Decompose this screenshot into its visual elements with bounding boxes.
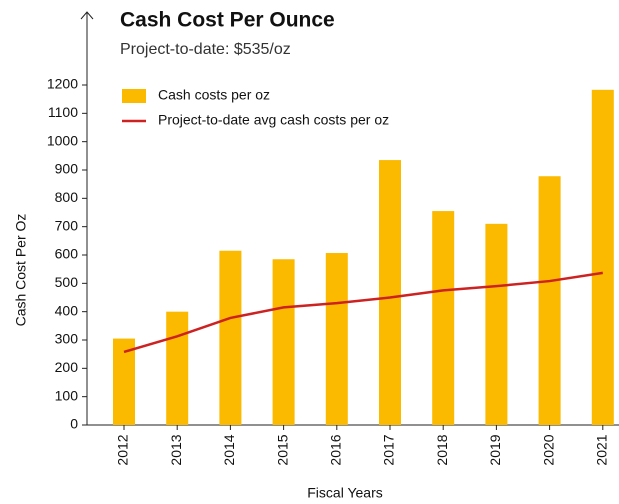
y-tick-label: 100 bbox=[55, 387, 79, 403]
x-tick-label: 2016 bbox=[328, 434, 344, 465]
y-tick-label: 400 bbox=[55, 302, 79, 318]
chart-title: Cash Cost Per Ounce bbox=[120, 9, 335, 32]
chart-subtitle: Project-to-date: $535/oz bbox=[120, 41, 291, 58]
axis-arrow bbox=[80, 11, 94, 20]
y-tick-label: 1200 bbox=[47, 76, 78, 92]
y-tick-label: 700 bbox=[55, 217, 79, 233]
legend-swatch bbox=[122, 89, 146, 103]
x-tick-label: 2021 bbox=[594, 434, 610, 465]
x-axis-label: Fiscal Years bbox=[307, 485, 382, 501]
x-tick-label: 2019 bbox=[487, 434, 503, 465]
bar bbox=[113, 338, 135, 425]
bar bbox=[379, 160, 401, 426]
y-tick-label: 1100 bbox=[48, 104, 78, 120]
y-tick-label: 300 bbox=[55, 331, 79, 347]
y-tick-label: 500 bbox=[55, 274, 79, 290]
y-tick-label: 1000 bbox=[47, 132, 78, 148]
x-tick-label: 2020 bbox=[540, 434, 556, 465]
y-tick-label: 0 bbox=[70, 416, 78, 432]
legend-label: Project-to-date avg cash costs per oz bbox=[158, 112, 389, 128]
x-tick-label: 2017 bbox=[381, 434, 397, 465]
bar bbox=[219, 250, 242, 425]
bar bbox=[591, 89, 614, 426]
x-tick-label: 2012 bbox=[115, 434, 131, 465]
legend-label: Cash costs per oz bbox=[158, 87, 270, 103]
x-tick-label: 2014 bbox=[221, 434, 237, 465]
line bbox=[123, 271, 603, 354]
y-tick-label: 900 bbox=[55, 161, 79, 177]
bar bbox=[432, 211, 455, 425]
bar bbox=[538, 176, 561, 425]
y-tick-label: 800 bbox=[55, 189, 79, 205]
bar bbox=[166, 311, 189, 425]
bar bbox=[485, 223, 508, 425]
x-tick-label: 2018 bbox=[434, 434, 450, 465]
bar bbox=[325, 253, 348, 425]
y-tick-label: 600 bbox=[55, 246, 79, 262]
x-tick-label: 2015 bbox=[274, 434, 290, 465]
bar bbox=[272, 259, 295, 425]
y-axis-label: Cash Cost Per Oz bbox=[13, 214, 29, 327]
x-tick-label: 2013 bbox=[168, 434, 184, 465]
y-tick-label: 200 bbox=[55, 359, 79, 375]
